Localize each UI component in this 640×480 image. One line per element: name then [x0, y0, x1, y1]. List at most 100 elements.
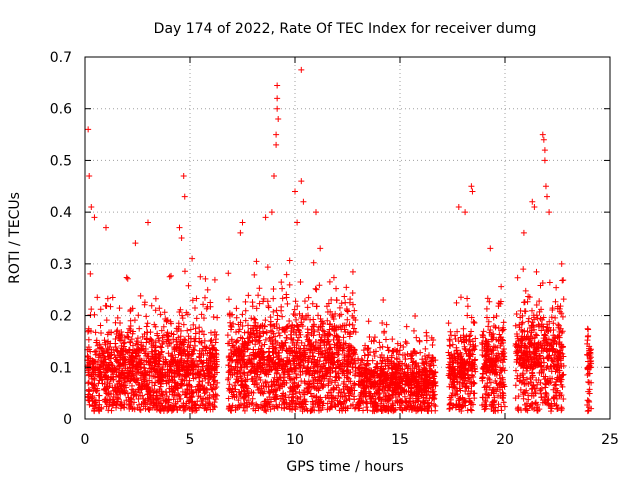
data-point [199, 398, 206, 405]
data-point [550, 386, 557, 393]
data-point [130, 328, 137, 335]
data-point [376, 394, 383, 401]
data-point [225, 296, 232, 303]
data-point [517, 386, 524, 393]
data-point [181, 193, 188, 200]
data-point [545, 396, 552, 403]
data-point [403, 340, 410, 347]
data-point [541, 332, 548, 339]
data-point [327, 320, 334, 327]
data-point [116, 305, 123, 312]
data-point [106, 343, 113, 350]
data-point [501, 403, 508, 410]
data-point [122, 347, 129, 354]
data-point [89, 358, 96, 365]
data-point [391, 407, 398, 414]
data-point [490, 330, 497, 337]
data-point [543, 390, 550, 397]
data-point [534, 401, 541, 408]
data-point [96, 408, 103, 415]
data-point [559, 313, 566, 320]
data-point [332, 403, 339, 410]
data-point [514, 274, 521, 281]
data-point [187, 335, 194, 342]
data-point [143, 371, 150, 378]
data-point [417, 401, 424, 408]
data-point [330, 274, 337, 281]
data-point [318, 323, 325, 330]
data-point [103, 224, 109, 231]
data-point [394, 356, 401, 363]
data-point [534, 315, 541, 322]
data-point [291, 403, 298, 410]
data-point [247, 325, 254, 332]
data-point [229, 311, 236, 318]
data-point [188, 390, 195, 397]
data-point [524, 365, 531, 372]
data-point [549, 375, 556, 382]
data-point [195, 404, 202, 411]
data-point [178, 235, 185, 241]
data-point [211, 346, 218, 353]
data-point [445, 320, 452, 327]
data-point [184, 386, 191, 393]
data-point [299, 368, 306, 375]
data-point [178, 383, 185, 390]
data-point [291, 384, 298, 391]
data-point [240, 384, 247, 391]
data-point [390, 402, 397, 409]
data-point [169, 358, 176, 365]
data-point [252, 353, 259, 360]
data-point [158, 372, 165, 379]
data-point [197, 357, 204, 364]
data-point [373, 360, 380, 367]
data-point [258, 342, 265, 349]
data-point [91, 214, 98, 221]
grid-lines [85, 57, 610, 419]
data-point [276, 342, 283, 349]
data-point [546, 402, 553, 409]
data-point [462, 372, 469, 379]
data-point [305, 365, 312, 372]
data-point [585, 332, 592, 339]
data-point [535, 339, 542, 346]
data-point [276, 332, 283, 339]
data-point [116, 377, 123, 384]
data-point [326, 352, 333, 359]
data-point [325, 365, 332, 372]
data-point [263, 383, 270, 390]
data-point [93, 347, 100, 354]
data-point [225, 353, 232, 360]
data-point [554, 334, 561, 341]
data-point [316, 385, 323, 392]
data-point [241, 402, 248, 409]
data-point [252, 316, 259, 323]
data-point [283, 271, 290, 278]
data-point [105, 355, 112, 362]
data-point [499, 359, 506, 366]
data-point [184, 327, 191, 334]
data-point [286, 281, 293, 288]
data-point [291, 380, 298, 387]
data-point [233, 371, 240, 378]
data-point [324, 367, 331, 374]
data-point [470, 318, 477, 325]
data-point [188, 404, 195, 411]
data-point [417, 349, 424, 356]
data-point [480, 328, 487, 335]
data-point [127, 401, 134, 408]
data-point [416, 337, 423, 344]
data-point [317, 245, 324, 252]
data-point [298, 378, 305, 385]
data-point [274, 316, 281, 323]
data-point [159, 403, 166, 410]
data-point [403, 397, 410, 404]
data-point [453, 299, 460, 306]
data-point [158, 400, 165, 407]
data-point [449, 341, 456, 348]
data-point [256, 300, 263, 307]
data-point [529, 319, 536, 326]
data-point [265, 353, 272, 360]
data-point [106, 365, 113, 372]
data-point [392, 406, 399, 413]
